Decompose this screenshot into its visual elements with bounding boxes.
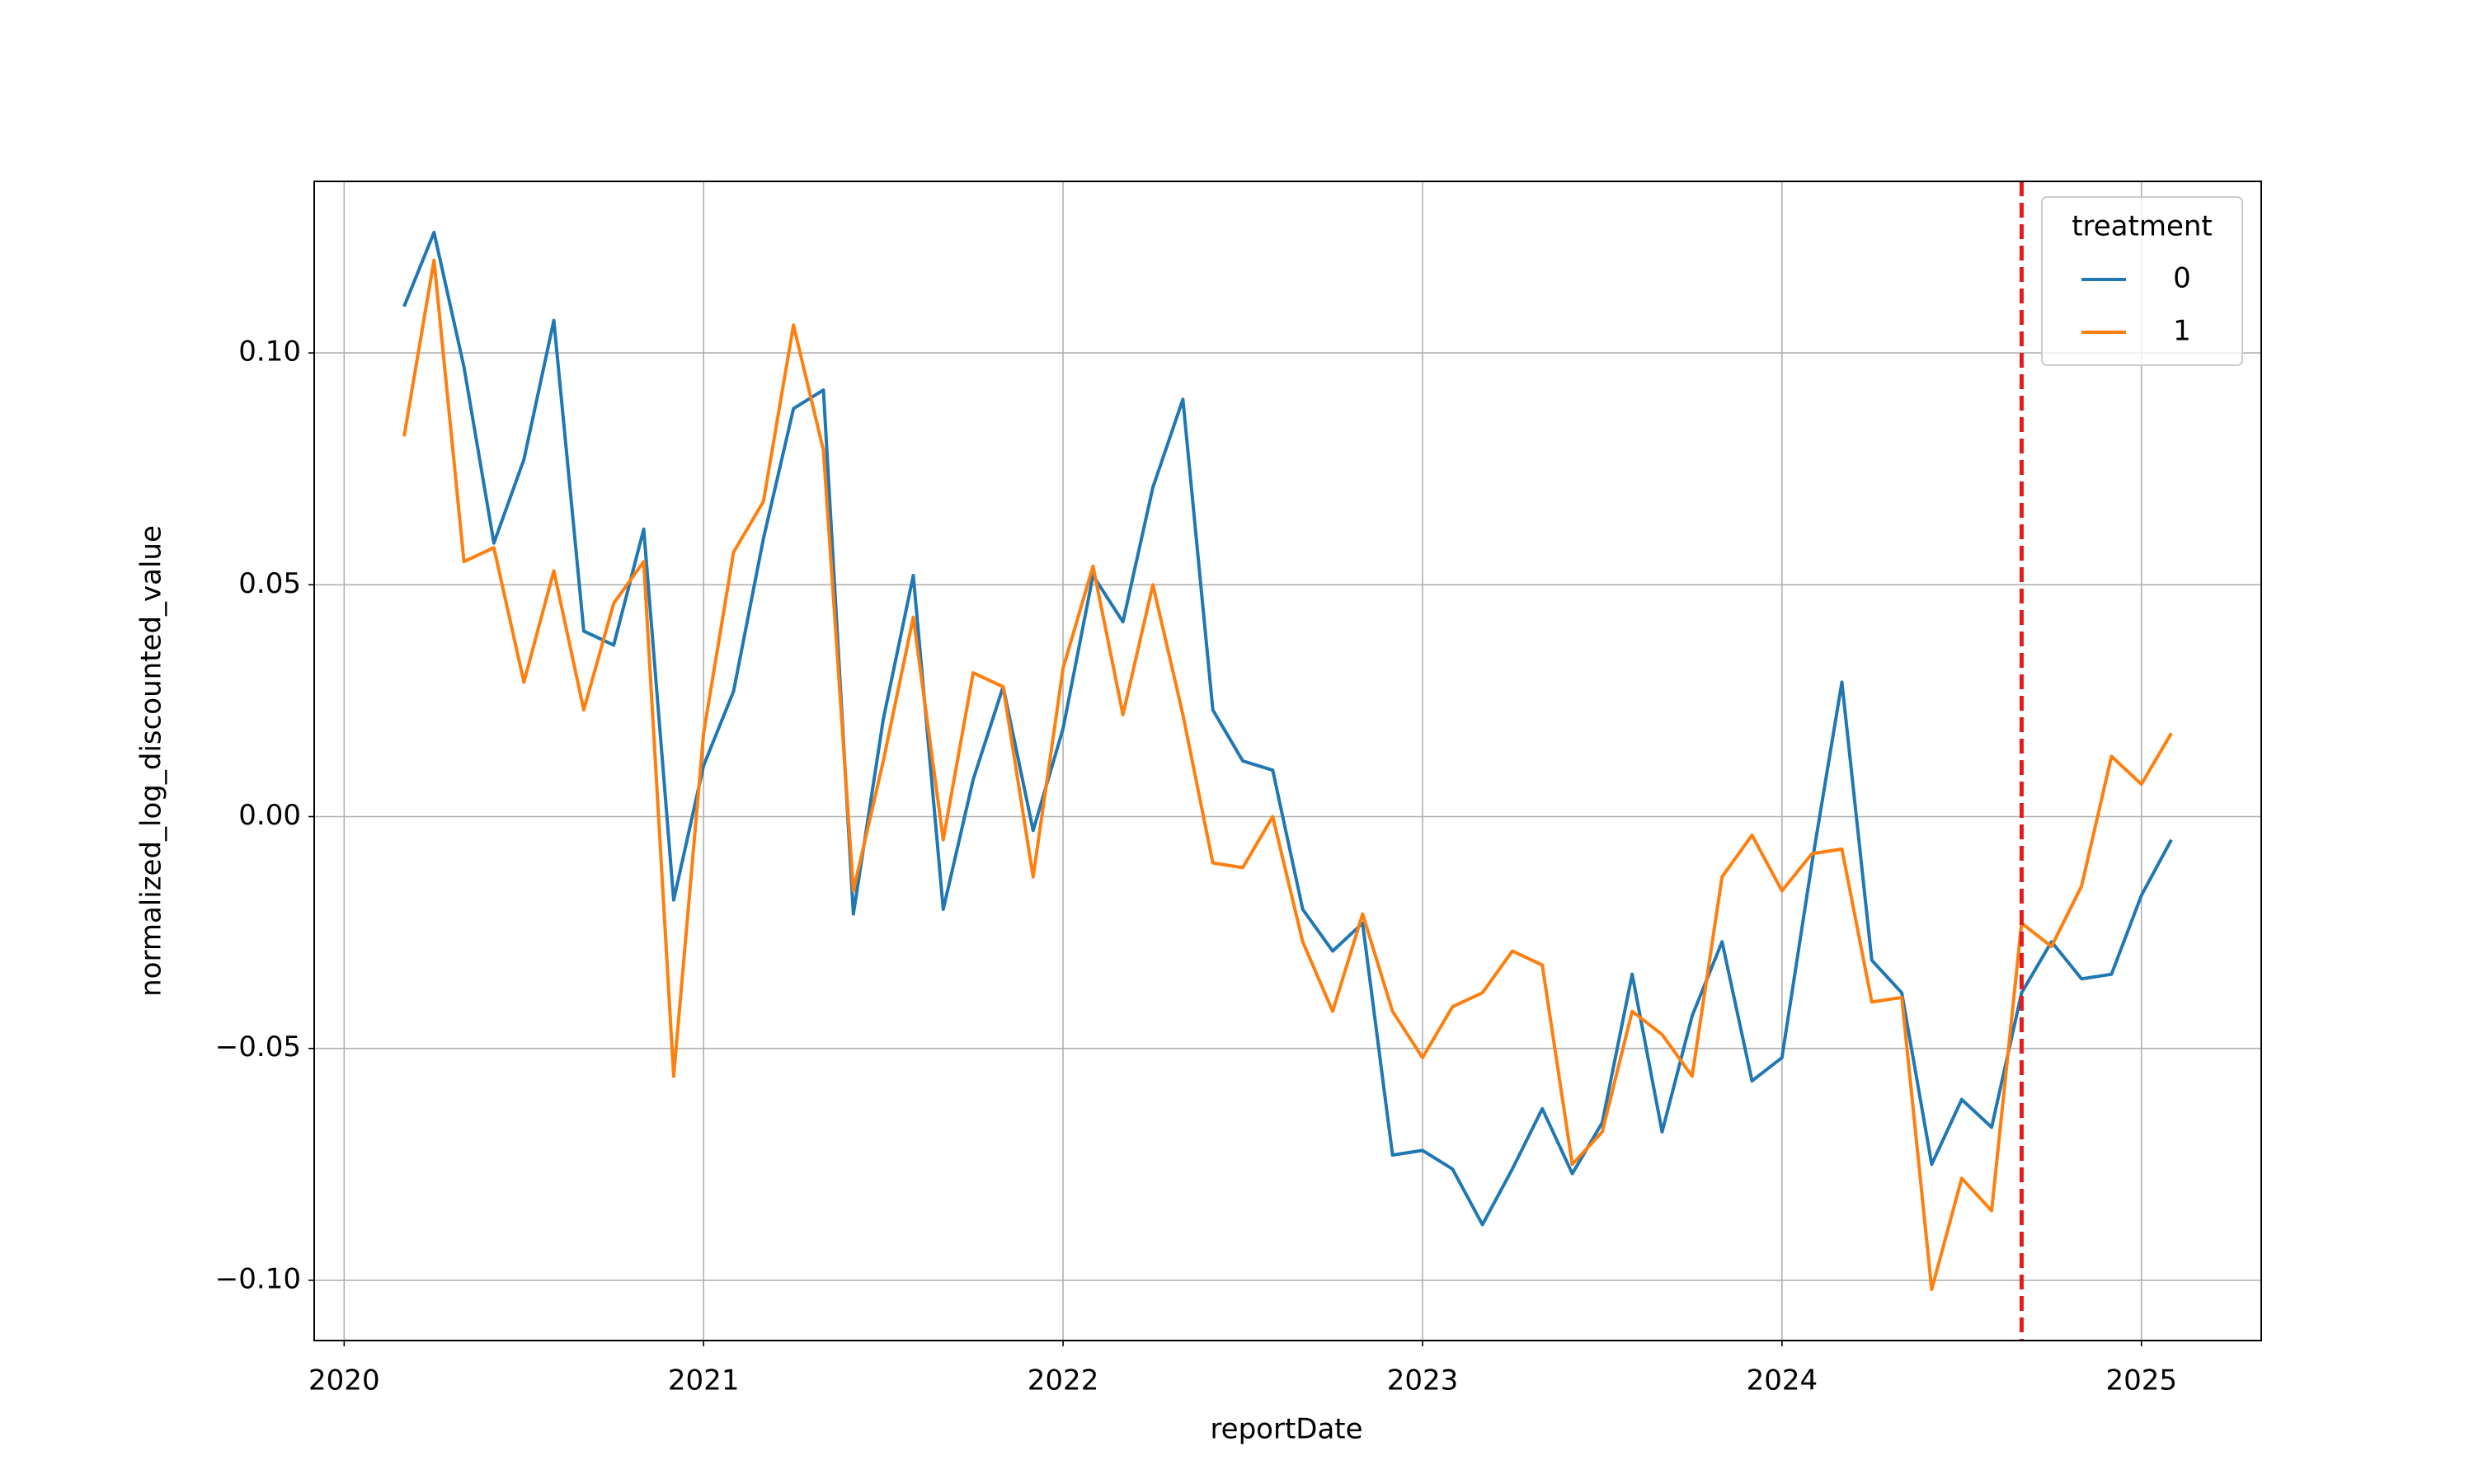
x-tick-label: 2025: [2105, 1364, 2177, 1397]
x-tick-label: 2024: [1747, 1364, 1818, 1397]
legend-box: [2041, 196, 2243, 366]
x-tick-label: 2023: [1387, 1364, 1459, 1397]
x-tick-label: 2020: [308, 1364, 380, 1397]
x-tick-label: 2021: [668, 1364, 740, 1397]
x-axis-label: reportDate: [1210, 1413, 1362, 1446]
series-line: [402, 230, 2173, 1227]
legend-title: treatment: [2072, 210, 2213, 243]
series-line: [402, 258, 2173, 1292]
y-tick-label: 0.05: [238, 567, 301, 600]
y-tick-label: −0.05: [215, 1031, 301, 1064]
legend-label: 0: [2173, 262, 2191, 295]
y-tick-label: 0.10: [238, 336, 301, 369]
legend-label: 1: [2173, 315, 2191, 348]
y-tick-label: −0.10: [215, 1262, 301, 1295]
x-tick-label: 2022: [1028, 1364, 1099, 1397]
y-axis-label: normalized_log_discounted_value: [135, 525, 168, 997]
plot-frame: [313, 181, 2262, 1341]
y-tick-label: 0.00: [238, 799, 301, 832]
